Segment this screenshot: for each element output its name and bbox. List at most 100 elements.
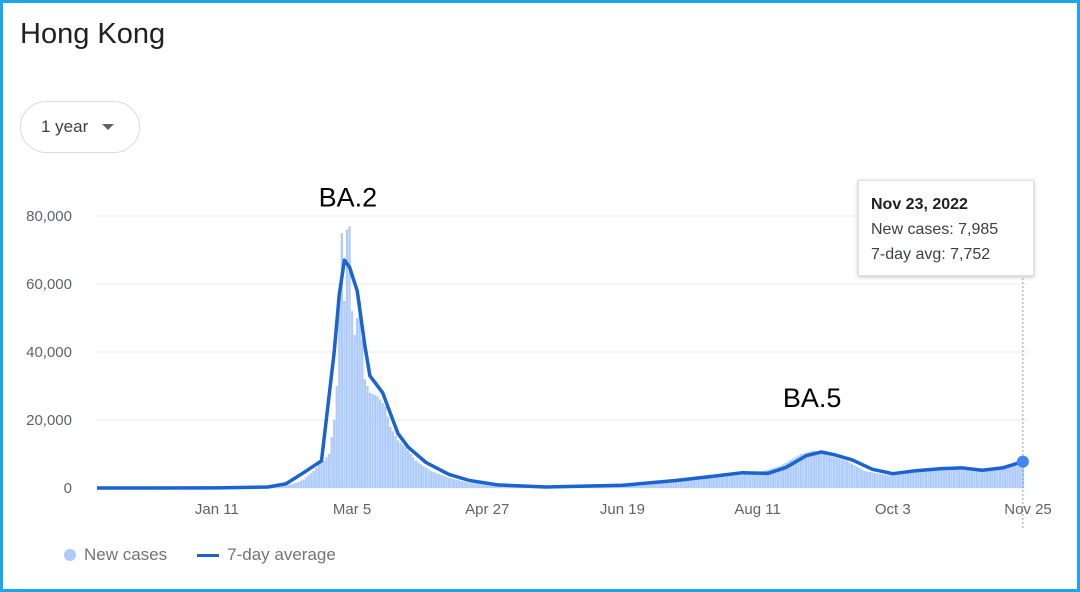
new-cases-bar xyxy=(779,465,782,488)
new-cases-bar xyxy=(1006,464,1009,488)
new-cases-bar xyxy=(929,469,933,488)
new-cases-bar xyxy=(736,473,739,488)
new-cases-bar xyxy=(702,476,706,488)
new-cases-bar xyxy=(389,426,392,488)
new-cases-bar xyxy=(980,470,984,488)
avg-legend-swatch xyxy=(197,553,220,557)
new-cases-bar xyxy=(417,462,420,488)
new-cases-bar xyxy=(914,471,917,488)
new-cases-bar xyxy=(361,340,364,488)
new-cases-bar xyxy=(853,465,856,488)
new-cases-bar xyxy=(843,460,846,488)
new-cases-bar xyxy=(784,462,787,488)
new-cases-bar xyxy=(509,486,512,488)
new-cases-bar xyxy=(861,469,864,488)
new-cases-bar xyxy=(307,475,310,488)
new-cases-bar xyxy=(769,468,772,488)
new-cases-bar xyxy=(506,486,509,488)
new-cases-bar xyxy=(817,452,820,488)
new-cases-bar xyxy=(761,471,764,488)
new-cases-bar xyxy=(810,451,813,488)
new-cases-bar xyxy=(657,481,660,488)
new-cases-bar xyxy=(807,451,810,488)
new-cases-bar xyxy=(427,469,430,488)
new-cases-bar xyxy=(685,478,688,488)
new-cases-bar xyxy=(381,403,384,488)
new-cases-bar xyxy=(904,472,907,488)
new-cases-bar xyxy=(667,480,670,488)
new-cases-bar xyxy=(746,473,749,488)
new-cases-bar xyxy=(868,471,872,488)
new-cases-bar xyxy=(302,479,305,488)
time-range-dropdown[interactable]: 1 year xyxy=(20,101,140,153)
new-cases-bar xyxy=(641,482,644,488)
new-cases-bar xyxy=(422,465,425,488)
new-cases-bar xyxy=(503,486,507,488)
new-cases-bar xyxy=(376,396,379,488)
new-cases-bar xyxy=(912,471,915,488)
legend-new-cases[interactable]: New cases xyxy=(84,545,168,564)
new-cases-bar xyxy=(358,301,361,488)
new-cases-bar xyxy=(919,470,923,488)
x-tick-label: Jun 19 xyxy=(600,501,645,518)
new-cases-bar xyxy=(458,480,461,488)
new-cases-bar xyxy=(833,457,836,488)
new-cases-bar xyxy=(1014,462,1017,488)
new-cases-bar xyxy=(1011,463,1014,488)
new-cases-bar xyxy=(317,464,321,488)
new-cases-bar xyxy=(690,477,693,488)
new-cases-bar xyxy=(952,468,956,488)
new-cases-bar xyxy=(407,450,410,488)
new-cases-bar xyxy=(708,475,711,488)
new-cases-bar xyxy=(651,481,655,488)
new-cases-bar xyxy=(463,481,466,488)
new-cases-bar xyxy=(442,475,446,488)
new-cases-bar xyxy=(955,469,958,488)
new-cases-bar xyxy=(988,469,991,488)
new-cases-bar xyxy=(1001,466,1004,488)
new-cases-bar xyxy=(804,452,808,488)
new-cases-bar xyxy=(748,473,752,488)
new-cases-bar xyxy=(659,481,662,488)
legend-avg[interactable]: 7-day average xyxy=(227,545,336,564)
new-cases-bar xyxy=(335,386,338,488)
new-cases-bar xyxy=(432,471,435,488)
new-cases-bar xyxy=(460,480,463,488)
new-cases-bar xyxy=(789,459,792,488)
new-cases-bar xyxy=(399,442,402,488)
new-cases-bar xyxy=(781,464,785,488)
new-cases-bar xyxy=(743,473,747,488)
new-cases-bar xyxy=(705,476,708,488)
new-cases-bar xyxy=(452,479,456,488)
new-cases-bar xyxy=(863,471,866,488)
new-cases-bars xyxy=(98,226,1025,488)
y-axis: 80,000 60,000 40,000 20,000 0 xyxy=(26,208,72,497)
new-cases-bar xyxy=(366,386,369,488)
new-cases-bar xyxy=(855,466,859,488)
new-cases-bar xyxy=(414,460,417,488)
new-cases-bar xyxy=(963,470,966,488)
new-cases-bar xyxy=(305,477,308,488)
new-cases-legend-swatch xyxy=(64,549,76,561)
new-cases-bar xyxy=(965,470,968,488)
new-cases-bar xyxy=(687,477,690,488)
new-cases-bar xyxy=(945,468,948,488)
new-cases-bar xyxy=(728,473,731,488)
new-cases-bar xyxy=(644,482,647,488)
new-cases-bar xyxy=(924,470,928,488)
new-cases-bar xyxy=(960,469,963,488)
y-tick-label: 80,000 xyxy=(26,208,72,225)
new-cases-bar xyxy=(363,379,366,488)
new-cases-bar xyxy=(491,485,494,488)
new-cases-bar xyxy=(830,456,833,488)
new-cases-bar xyxy=(725,474,729,488)
x-tick-label: Aug 11 xyxy=(734,501,780,518)
new-cases-bar xyxy=(942,468,945,488)
highlight-point[interactable] xyxy=(1016,455,1029,468)
new-cases-bar xyxy=(873,472,877,488)
new-cases-bar xyxy=(700,476,703,488)
new-cases-bar xyxy=(496,486,499,488)
new-cases-bar xyxy=(493,485,497,488)
new-cases-bar xyxy=(876,473,879,488)
new-cases-bar xyxy=(481,484,484,488)
